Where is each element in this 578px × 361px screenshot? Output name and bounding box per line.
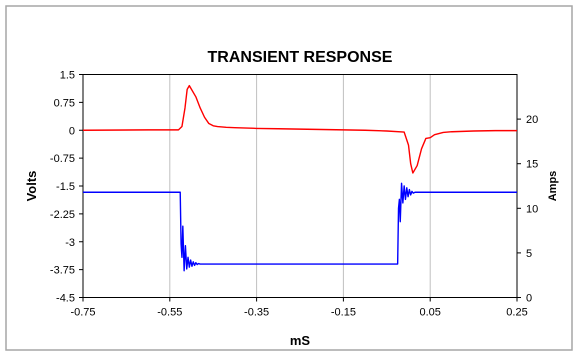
y2-axis-label: Amps [547,171,559,202]
chart-frame [5,5,573,351]
series-layer [82,84,517,272]
y-tick-label: -3 [65,237,75,249]
y-tick-label: -1.5 [56,181,75,193]
x-tick-label: -0.75 [70,307,95,319]
y-tick-label: 0.75 [54,97,75,109]
chart-title: TRANSIENT RESPONSE [208,49,393,66]
y2-tick-label: 20 [526,114,538,126]
y-tick-label: -3.75 [50,265,75,277]
voltage-series-line [82,84,517,174]
grid-layer [169,74,431,298]
y2-tick-label: 15 [526,159,538,171]
y-tick-label: -0.75 [50,153,75,165]
y-tick-label: -2.25 [50,209,75,221]
y2-tick-label: 0 [526,293,532,305]
x-tick-label: 0.05 [419,307,440,319]
tick-layer: -0.75 -0.55 -0.35 -0.15 0.05 0.25 1.5 0.75 0 -0.7… [50,70,538,319]
x-tick-label: -0.35 [244,307,269,319]
y-tick-label: -4.5 [56,293,75,305]
x-axis-label: mS [290,333,311,348]
y-tick-label: 1.5 [60,70,75,82]
y-axis-label: Volts [24,171,39,202]
y2-tick-label: 5 [526,248,532,260]
y-tick-label: 0 [69,125,75,137]
x-tick-label: 0.25 [506,307,527,319]
current-series-line [83,182,517,272]
x-tick-label: -0.55 [157,307,182,319]
x-tick-label: -0.15 [331,307,356,319]
y2-tick-label: 10 [526,203,538,215]
